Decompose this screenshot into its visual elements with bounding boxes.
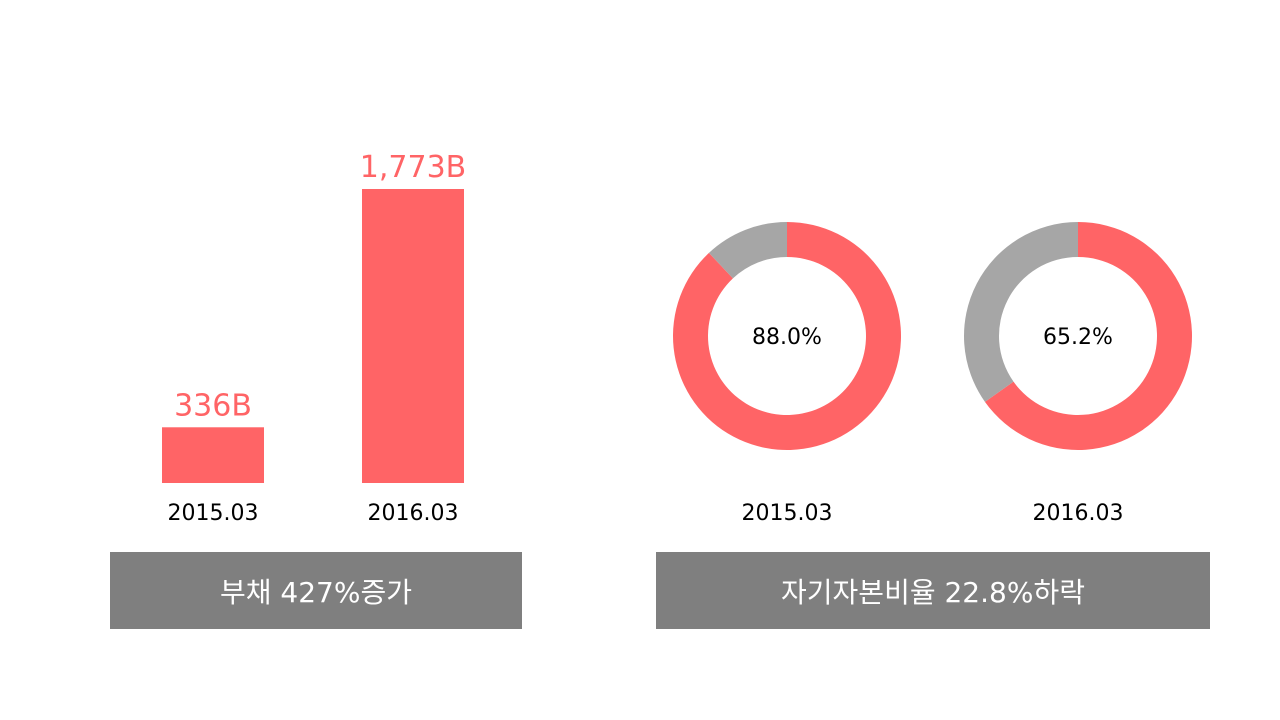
- debt-caption-box: 부채 427%증가: [110, 552, 522, 629]
- equity-caption-box: 자기자본비율 22.8%하락: [656, 552, 1210, 629]
- debt-caption-text: 부채 427%증가: [220, 575, 412, 609]
- donut-slice-equity: [984, 222, 1193, 450]
- bar-category-label: 2016.03: [368, 501, 459, 526]
- bar-value-label: 336B: [174, 388, 252, 423]
- donut-slice-remainder: [963, 222, 1078, 402]
- equity-ratio-donut-charts: 88.0% 2015.03 65.2% 2016.03: [673, 221, 1193, 526]
- donut-category-label: 2015.03: [742, 501, 833, 526]
- donut-slice-equity: [673, 221, 902, 450]
- bar-2016.03: [362, 189, 464, 483]
- donut-category-label: 2016.03: [1033, 501, 1124, 526]
- bar-2015.03: [162, 427, 264, 483]
- equity-caption-text: 자기자본비율 22.8%하락: [781, 575, 1085, 609]
- debt-bar-chart: 336B 2015.03 1,773B 2016.03: [162, 150, 466, 526]
- donut-slice-remainder: [708, 222, 787, 279]
- donut-value-label: 88.0%: [752, 325, 822, 350]
- donut-value-label: 65.2%: [1043, 325, 1113, 350]
- bar-value-label: 1,773B: [360, 150, 466, 185]
- bar-category-label: 2015.03: [168, 501, 259, 526]
